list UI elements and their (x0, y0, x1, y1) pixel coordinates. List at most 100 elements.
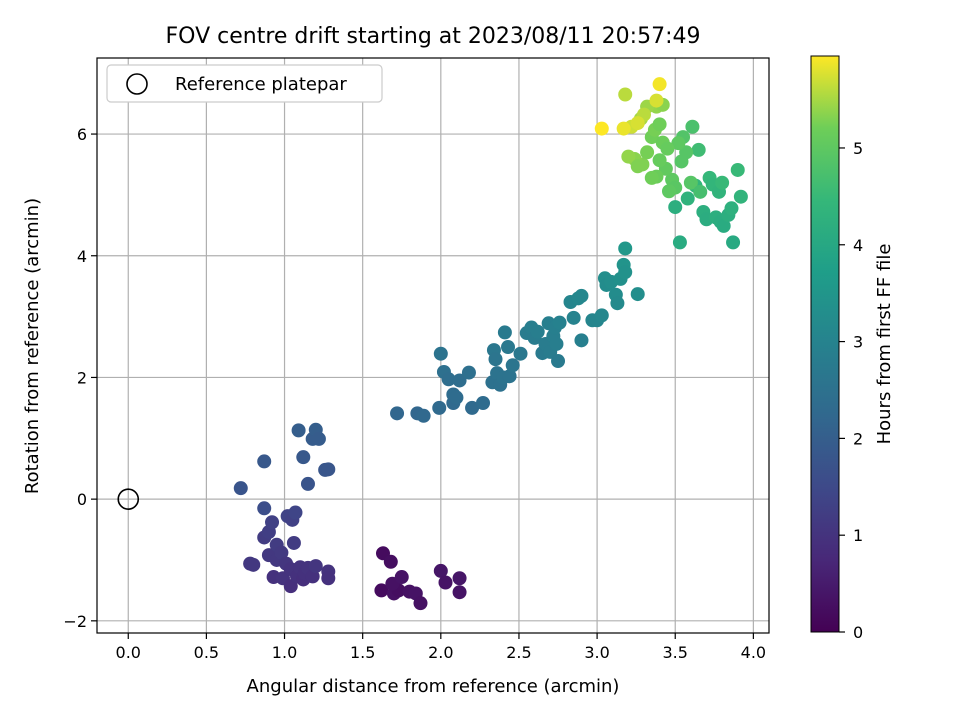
y-tick-label: −2 (63, 612, 87, 631)
legend: Reference platepar (106, 64, 383, 103)
data-point (716, 218, 731, 233)
x-tick-label: 2.0 (428, 643, 453, 662)
x-tick-label: 0.5 (194, 643, 219, 662)
x-tick-label: 4.0 (741, 643, 766, 662)
data-point (574, 333, 589, 348)
data-point (449, 390, 464, 405)
data-point (552, 315, 567, 330)
colorbar-tick-label: 2 (853, 429, 863, 448)
data-point (551, 354, 566, 369)
data-point (668, 200, 683, 215)
data-point (441, 372, 456, 387)
x-tick-label: 3.0 (584, 643, 609, 662)
data-point (257, 454, 272, 469)
plot-frame (96, 57, 770, 634)
data-point (433, 346, 448, 361)
y-axis-ticks: −2 0 2 4 6 (63, 125, 97, 631)
y-tick-label: 6 (77, 125, 87, 144)
data-point (652, 153, 667, 168)
data-point (452, 585, 467, 600)
colorbar-tick-label: 1 (853, 526, 863, 545)
data-point (321, 462, 336, 477)
legend-marker (126, 73, 148, 95)
data-point (452, 571, 467, 586)
data-point (265, 515, 280, 530)
data-point (505, 358, 520, 373)
y-tick-label: 0 (77, 490, 87, 509)
data-point (432, 400, 447, 415)
data-point (574, 288, 589, 303)
x-tick-label: 3.5 (663, 643, 688, 662)
data-point (433, 563, 448, 578)
data-point (671, 136, 686, 151)
x-axis-label: Angular distance from reference (arcmin) (247, 676, 620, 697)
data-point (513, 346, 528, 361)
data-point (461, 365, 476, 380)
data-point (497, 325, 512, 340)
data-point (383, 554, 398, 569)
data-point (640, 145, 655, 160)
data-point (530, 324, 545, 339)
data-point (610, 296, 625, 311)
data-point (616, 121, 631, 136)
colorbar-ticks: 0 1 2 3 4 5 (839, 139, 863, 642)
data-point (594, 121, 609, 136)
data-point (374, 583, 389, 598)
data-point (691, 142, 706, 157)
data-point (566, 310, 581, 325)
chart-title: FOV centre drift starting at 2023/08/11 … (166, 24, 701, 49)
data-point (390, 406, 405, 421)
data-point (501, 340, 516, 355)
data-point (416, 408, 431, 423)
data-point (649, 93, 664, 108)
data-point (644, 170, 659, 185)
colorbar: 0 1 2 3 4 5 Hours from first FF file (810, 55, 895, 642)
x-tick-label: 2.5 (506, 643, 531, 662)
data-point (300, 476, 315, 491)
legend-box (106, 64, 383, 103)
data-point (672, 235, 687, 250)
data-point (394, 570, 409, 585)
data-point (311, 431, 326, 446)
data-point (257, 501, 272, 516)
data-point (726, 235, 741, 250)
data-point (286, 535, 301, 550)
data-point (594, 308, 609, 323)
data-point (630, 287, 645, 302)
data-point (438, 575, 453, 590)
colorbar-tick-label: 4 (853, 236, 863, 255)
y-axis-label: Rotation from reference (arcmin) (22, 198, 43, 494)
data-point (465, 400, 480, 415)
data-point (715, 175, 730, 190)
colorbar-tick-label: 0 (853, 623, 863, 642)
data-point (308, 559, 323, 574)
colorbar-label: Hours from first FF file (874, 244, 895, 445)
colorbar-tick-label: 3 (853, 333, 863, 352)
data-point (413, 596, 428, 611)
data-point (724, 201, 739, 216)
data-point (618, 265, 633, 280)
data-points (233, 77, 748, 611)
data-point (618, 87, 633, 102)
data-point (246, 557, 261, 572)
colorbar-gradient (810, 55, 840, 633)
data-point (233, 481, 248, 496)
data-point (661, 184, 676, 199)
data-point (274, 545, 289, 560)
y-tick-label: 4 (77, 247, 87, 266)
data-point (683, 175, 698, 190)
x-tick-label: 0.0 (116, 643, 141, 662)
data-point (730, 162, 745, 177)
x-tick-label: 1.5 (350, 643, 375, 662)
data-point (549, 336, 564, 351)
data-point (652, 117, 667, 132)
data-point (452, 373, 467, 388)
reference-platepar-marker (117, 488, 140, 510)
data-point (733, 189, 748, 204)
data-point (630, 116, 645, 131)
data-point (685, 119, 700, 134)
legend-entry-reference-platepar: Reference platepar (175, 74, 347, 95)
data-point (674, 154, 689, 169)
data-point (680, 191, 695, 206)
